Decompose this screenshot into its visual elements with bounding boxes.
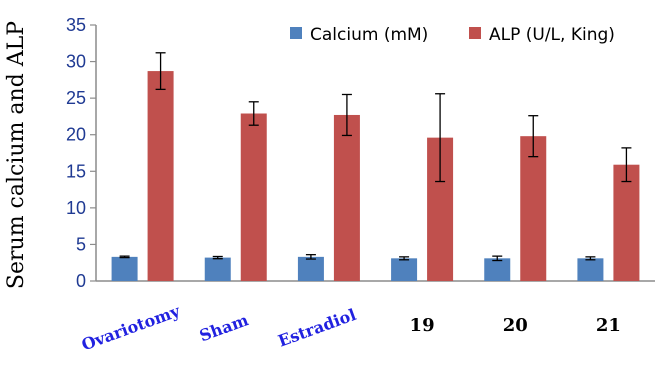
y-tick-label: 0 (76, 271, 86, 291)
y-axis-title: Serum calcium and ALP (4, 21, 29, 289)
bar (147, 71, 174, 281)
x-tick-label: Ovariotomy (79, 301, 183, 354)
label-layer: Ovariotomy Sham Estradiol 19 20 21 (79, 301, 621, 354)
bar (297, 256, 324, 281)
axis-layer: 0 5 10 15 20 25 30 35 Serum calcium and ALP (4, 15, 655, 291)
bar (111, 256, 138, 281)
y-tick-label: 10 (66, 198, 86, 218)
bar (613, 164, 640, 281)
bar (240, 113, 267, 281)
bar (391, 258, 418, 281)
legend: Calcium (mM) ALP (U/L, King) (290, 25, 615, 45)
legend-label: ALP (U/L, King) (489, 25, 615, 45)
x-tick-label: Sham (197, 310, 251, 345)
bar (577, 258, 604, 281)
x-tick-label: 21 (596, 315, 621, 336)
x-tick-label: 20 (503, 315, 528, 336)
legend-label: Calcium (mM) (310, 25, 428, 45)
y-tick-label: 35 (66, 15, 86, 35)
y-tick-label: 25 (66, 88, 86, 108)
legend-swatch (469, 27, 481, 39)
legend-swatch (290, 27, 302, 39)
x-tick-label: Estradiol (276, 305, 359, 351)
y-tick-label: 5 (76, 234, 86, 254)
bar (484, 258, 511, 281)
y-tick-label: 15 (66, 161, 86, 181)
bar (520, 136, 547, 281)
bar (204, 257, 231, 281)
y-tick-label: 30 (66, 52, 86, 72)
y-tick-label: 20 (66, 125, 86, 145)
bar-layer (111, 52, 640, 281)
x-tick-label: 19 (410, 315, 435, 336)
bar (333, 114, 360, 281)
